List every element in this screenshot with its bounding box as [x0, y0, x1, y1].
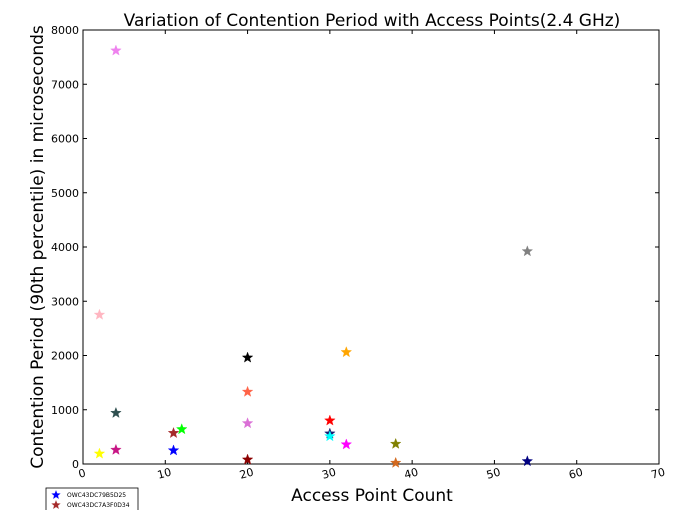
- y-axis-title: Contention Period (90th percentile) in m…: [28, 25, 48, 469]
- y-tick-label: 1000: [51, 404, 79, 417]
- data-point: [110, 443, 122, 455]
- data-point: [521, 455, 534, 467]
- data-point: [93, 308, 106, 320]
- legend-label: OWC43DC7A3F0D34: [67, 502, 130, 509]
- data-point: [324, 430, 336, 442]
- x-axis-title: Access Point Count: [291, 486, 453, 506]
- data-point: [241, 351, 254, 363]
- x-tick-label: 20: [238, 466, 255, 482]
- data-point: [389, 456, 402, 468]
- y-tick-label: 2000: [51, 350, 79, 363]
- x-tick-label: 10: [156, 466, 173, 482]
- x-tick-label: 30: [321, 466, 338, 482]
- y-tick-label: 8000: [51, 24, 79, 37]
- data-point: [241, 453, 254, 465]
- data-points: [93, 44, 534, 468]
- data-point: [93, 447, 106, 459]
- y-tick-label: 7000: [51, 78, 79, 91]
- axis-ticks: 0 10 20 30 40 50 60 70 0 1000 2000 3000 4000 5000 6000…: [51, 24, 667, 482]
- data-point: [389, 437, 402, 449]
- data-point: [241, 417, 254, 429]
- data-point: [521, 245, 534, 257]
- data-point: [167, 444, 180, 456]
- legend-marker: [51, 490, 61, 499]
- x-tick-label: 40: [403, 466, 420, 482]
- x-tick-label: 70: [650, 466, 667, 482]
- y-tick-label: 6000: [51, 133, 79, 146]
- data-point: [167, 427, 180, 438]
- legend-box: [45, 487, 139, 510]
- x-tick-label: 60: [567, 466, 584, 482]
- y-tick-label: 3000: [51, 295, 79, 308]
- data-point: [175, 423, 188, 435]
- y-tick-label: 5000: [51, 187, 79, 200]
- data-point: [324, 414, 336, 426]
- legend: OWC43DC79B5D25 OWC43DC7A3F0D34: [45, 487, 139, 510]
- data-point: [110, 44, 122, 56]
- x-tick-label: 0: [77, 466, 87, 480]
- legend-label: OWC43DC79B5D25: [67, 492, 126, 499]
- y-tick-label: 4000: [51, 241, 79, 254]
- x-tick-label: 50: [485, 466, 502, 482]
- chart-title: Variation of Contention Period with Acce…: [124, 11, 621, 31]
- data-point: [340, 438, 353, 450]
- plot-area: [82, 29, 660, 465]
- y-tick-label: 0: [72, 458, 79, 471]
- legend-marker: [51, 500, 61, 509]
- data-point: [340, 346, 353, 358]
- data-point: [110, 406, 122, 418]
- data-point: [241, 385, 254, 397]
